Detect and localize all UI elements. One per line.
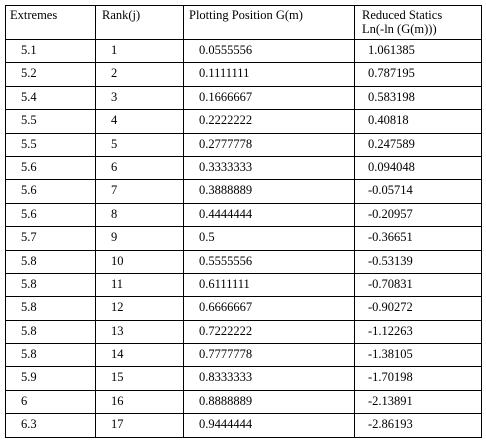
cell-plotting-position: 0.0555556 xyxy=(183,38,355,64)
cell-plotting-position: 0.9444444 xyxy=(183,413,355,438)
table-row: 5.8 14 0.7777778 -1.38105 xyxy=(5,343,482,368)
table-row: 5.2 2 0.1111111 0.787195 xyxy=(5,62,482,87)
cell-rank: 15 xyxy=(95,366,184,391)
cell-extreme: 5.6 xyxy=(5,155,96,181)
cell-plotting-position: 0.7222222 xyxy=(183,319,355,345)
cell-plotting-position: 0.3888889 xyxy=(183,179,355,204)
cell-extreme: 5.4 xyxy=(5,85,96,111)
cell-plotting-position: 0.5 xyxy=(183,226,355,251)
cell-reduced-statics: -2.86193 xyxy=(354,413,482,438)
cell-reduced-statics: -0.05714 xyxy=(354,179,482,204)
cell-reduced-statics: -0.90272 xyxy=(354,296,482,321)
cell-extreme: 6 xyxy=(5,389,96,415)
header-reduced-statics-line1: Reduced Statics xyxy=(362,8,443,22)
header-reduced-statics: Reduced Statics Ln(-ln (G(m))) xyxy=(354,5,482,40)
cell-extreme: 6.3 xyxy=(5,413,96,438)
cell-plotting-position: 0.1666667 xyxy=(183,85,355,111)
cell-extreme: 5.8 xyxy=(5,296,96,321)
cell-plotting-position: 0.6111111 xyxy=(183,272,355,298)
cell-reduced-statics: 0.247589 xyxy=(354,132,482,157)
cell-plotting-position: 0.8333333 xyxy=(183,366,355,391)
table-row: 5.8 10 0.5555556 -0.53139 xyxy=(5,249,482,274)
cell-reduced-statics: -2.13891 xyxy=(354,389,482,415)
extremes-table: Extremes Rank(j) Plotting Position G(m) … xyxy=(5,5,482,438)
cell-rank: 6 xyxy=(95,155,184,181)
table-row: 5.8 12 0.6666667 -0.90272 xyxy=(5,296,482,321)
cell-reduced-statics: -1.12263 xyxy=(354,319,482,345)
table-row: 5.8 11 0.6111111 -0.70831 xyxy=(5,272,482,298)
cell-plotting-position: 0.2777778 xyxy=(183,132,355,157)
table-row: 5.9 15 0.8333333 -1.70198 xyxy=(5,366,482,391)
cell-rank: 9 xyxy=(95,226,184,251)
cell-reduced-statics: 0.787195 xyxy=(354,62,482,87)
cell-plotting-position: 0.7777778 xyxy=(183,343,355,368)
cell-reduced-statics: -0.53139 xyxy=(354,249,482,274)
cell-plotting-position: 0.3333333 xyxy=(183,155,355,181)
cell-rank: 14 xyxy=(95,343,184,368)
header-reduced-statics-line2: Ln(-ln (G(m))) xyxy=(362,22,437,36)
table-row: 5.7 9 0.5 -0.36651 xyxy=(5,226,482,251)
table-row: 5.6 8 0.4444444 -0.20957 xyxy=(5,202,482,228)
cell-reduced-statics: 0.583198 xyxy=(354,85,482,111)
cell-rank: 17 xyxy=(95,413,184,438)
table-row: 5.6 7 0.3888889 -0.05714 xyxy=(5,179,482,204)
header-row: Extremes Rank(j) Plotting Position G(m) … xyxy=(5,5,482,40)
table-row: 5.6 6 0.3333333 0.094048 xyxy=(5,155,482,181)
cell-extreme: 5.8 xyxy=(5,249,96,274)
cell-extreme: 5.6 xyxy=(5,179,96,204)
header-extremes: Extremes xyxy=(5,5,96,40)
cell-reduced-statics: -0.36651 xyxy=(354,226,482,251)
table-header: Extremes Rank(j) Plotting Position G(m) … xyxy=(5,5,482,40)
cell-reduced-statics: -0.70831 xyxy=(354,272,482,298)
cell-rank: 13 xyxy=(95,319,184,345)
cell-extreme: 5.1 xyxy=(5,38,96,64)
cell-extreme: 5.8 xyxy=(5,319,96,345)
cell-reduced-statics: -0.20957 xyxy=(354,202,482,228)
table-row: 5.4 3 0.1666667 0.583198 xyxy=(5,85,482,111)
table-row: 6 16 0.8888889 -2.13891 xyxy=(5,389,482,415)
cell-plotting-position: 0.5555556 xyxy=(183,249,355,274)
cell-rank: 10 xyxy=(95,249,184,274)
cell-extreme: 5.7 xyxy=(5,226,96,251)
cell-plotting-position: 0.2222222 xyxy=(183,109,355,134)
cell-rank: 8 xyxy=(95,202,184,228)
table-body: 5.1 1 0.0555556 1.061385 5.2 2 0.1111111 0.7871… xyxy=(5,38,482,438)
cell-plotting-position: 0.4444444 xyxy=(183,202,355,228)
cell-rank: 1 xyxy=(95,38,184,64)
cell-extreme: 5.5 xyxy=(5,109,96,134)
cell-rank: 3 xyxy=(95,85,184,111)
cell-rank: 16 xyxy=(95,389,184,415)
cell-plotting-position: 0.1111111 xyxy=(183,62,355,87)
cell-extreme: 5.6 xyxy=(5,202,96,228)
cell-reduced-statics: 1.061385 xyxy=(354,38,482,64)
cell-extreme: 5.9 xyxy=(5,366,96,391)
table-row: 6.3 17 0.9444444 -2.86193 xyxy=(5,413,482,438)
cell-rank: 4 xyxy=(95,109,184,134)
cell-rank: 2 xyxy=(95,62,184,87)
cell-extreme: 5.8 xyxy=(5,343,96,368)
cell-extreme: 5.5 xyxy=(5,132,96,157)
cell-rank: 12 xyxy=(95,296,184,321)
cell-reduced-statics: -1.38105 xyxy=(354,343,482,368)
cell-extreme: 5.8 xyxy=(5,272,96,298)
table-row: 5.1 1 0.0555556 1.061385 xyxy=(5,38,482,64)
cell-rank: 5 xyxy=(95,132,184,157)
cell-plotting-position: 0.6666667 xyxy=(183,296,355,321)
cell-reduced-statics: 0.094048 xyxy=(354,155,482,181)
cell-rank: 11 xyxy=(95,272,184,298)
header-rank: Rank(j) xyxy=(95,5,184,40)
table-row: 5.5 5 0.2777778 0.247589 xyxy=(5,132,482,157)
cell-rank: 7 xyxy=(95,179,184,204)
cell-reduced-statics: 0.40818 xyxy=(354,109,482,134)
cell-reduced-statics: -1.70198 xyxy=(354,366,482,391)
header-plotting-position: Plotting Position G(m) xyxy=(183,5,355,40)
cell-plotting-position: 0.8888889 xyxy=(183,389,355,415)
table-row: 5.8 13 0.7222222 -1.12263 xyxy=(5,319,482,345)
cell-extreme: 5.2 xyxy=(5,62,96,87)
table-row: 5.5 4 0.2222222 0.40818 xyxy=(5,109,482,134)
